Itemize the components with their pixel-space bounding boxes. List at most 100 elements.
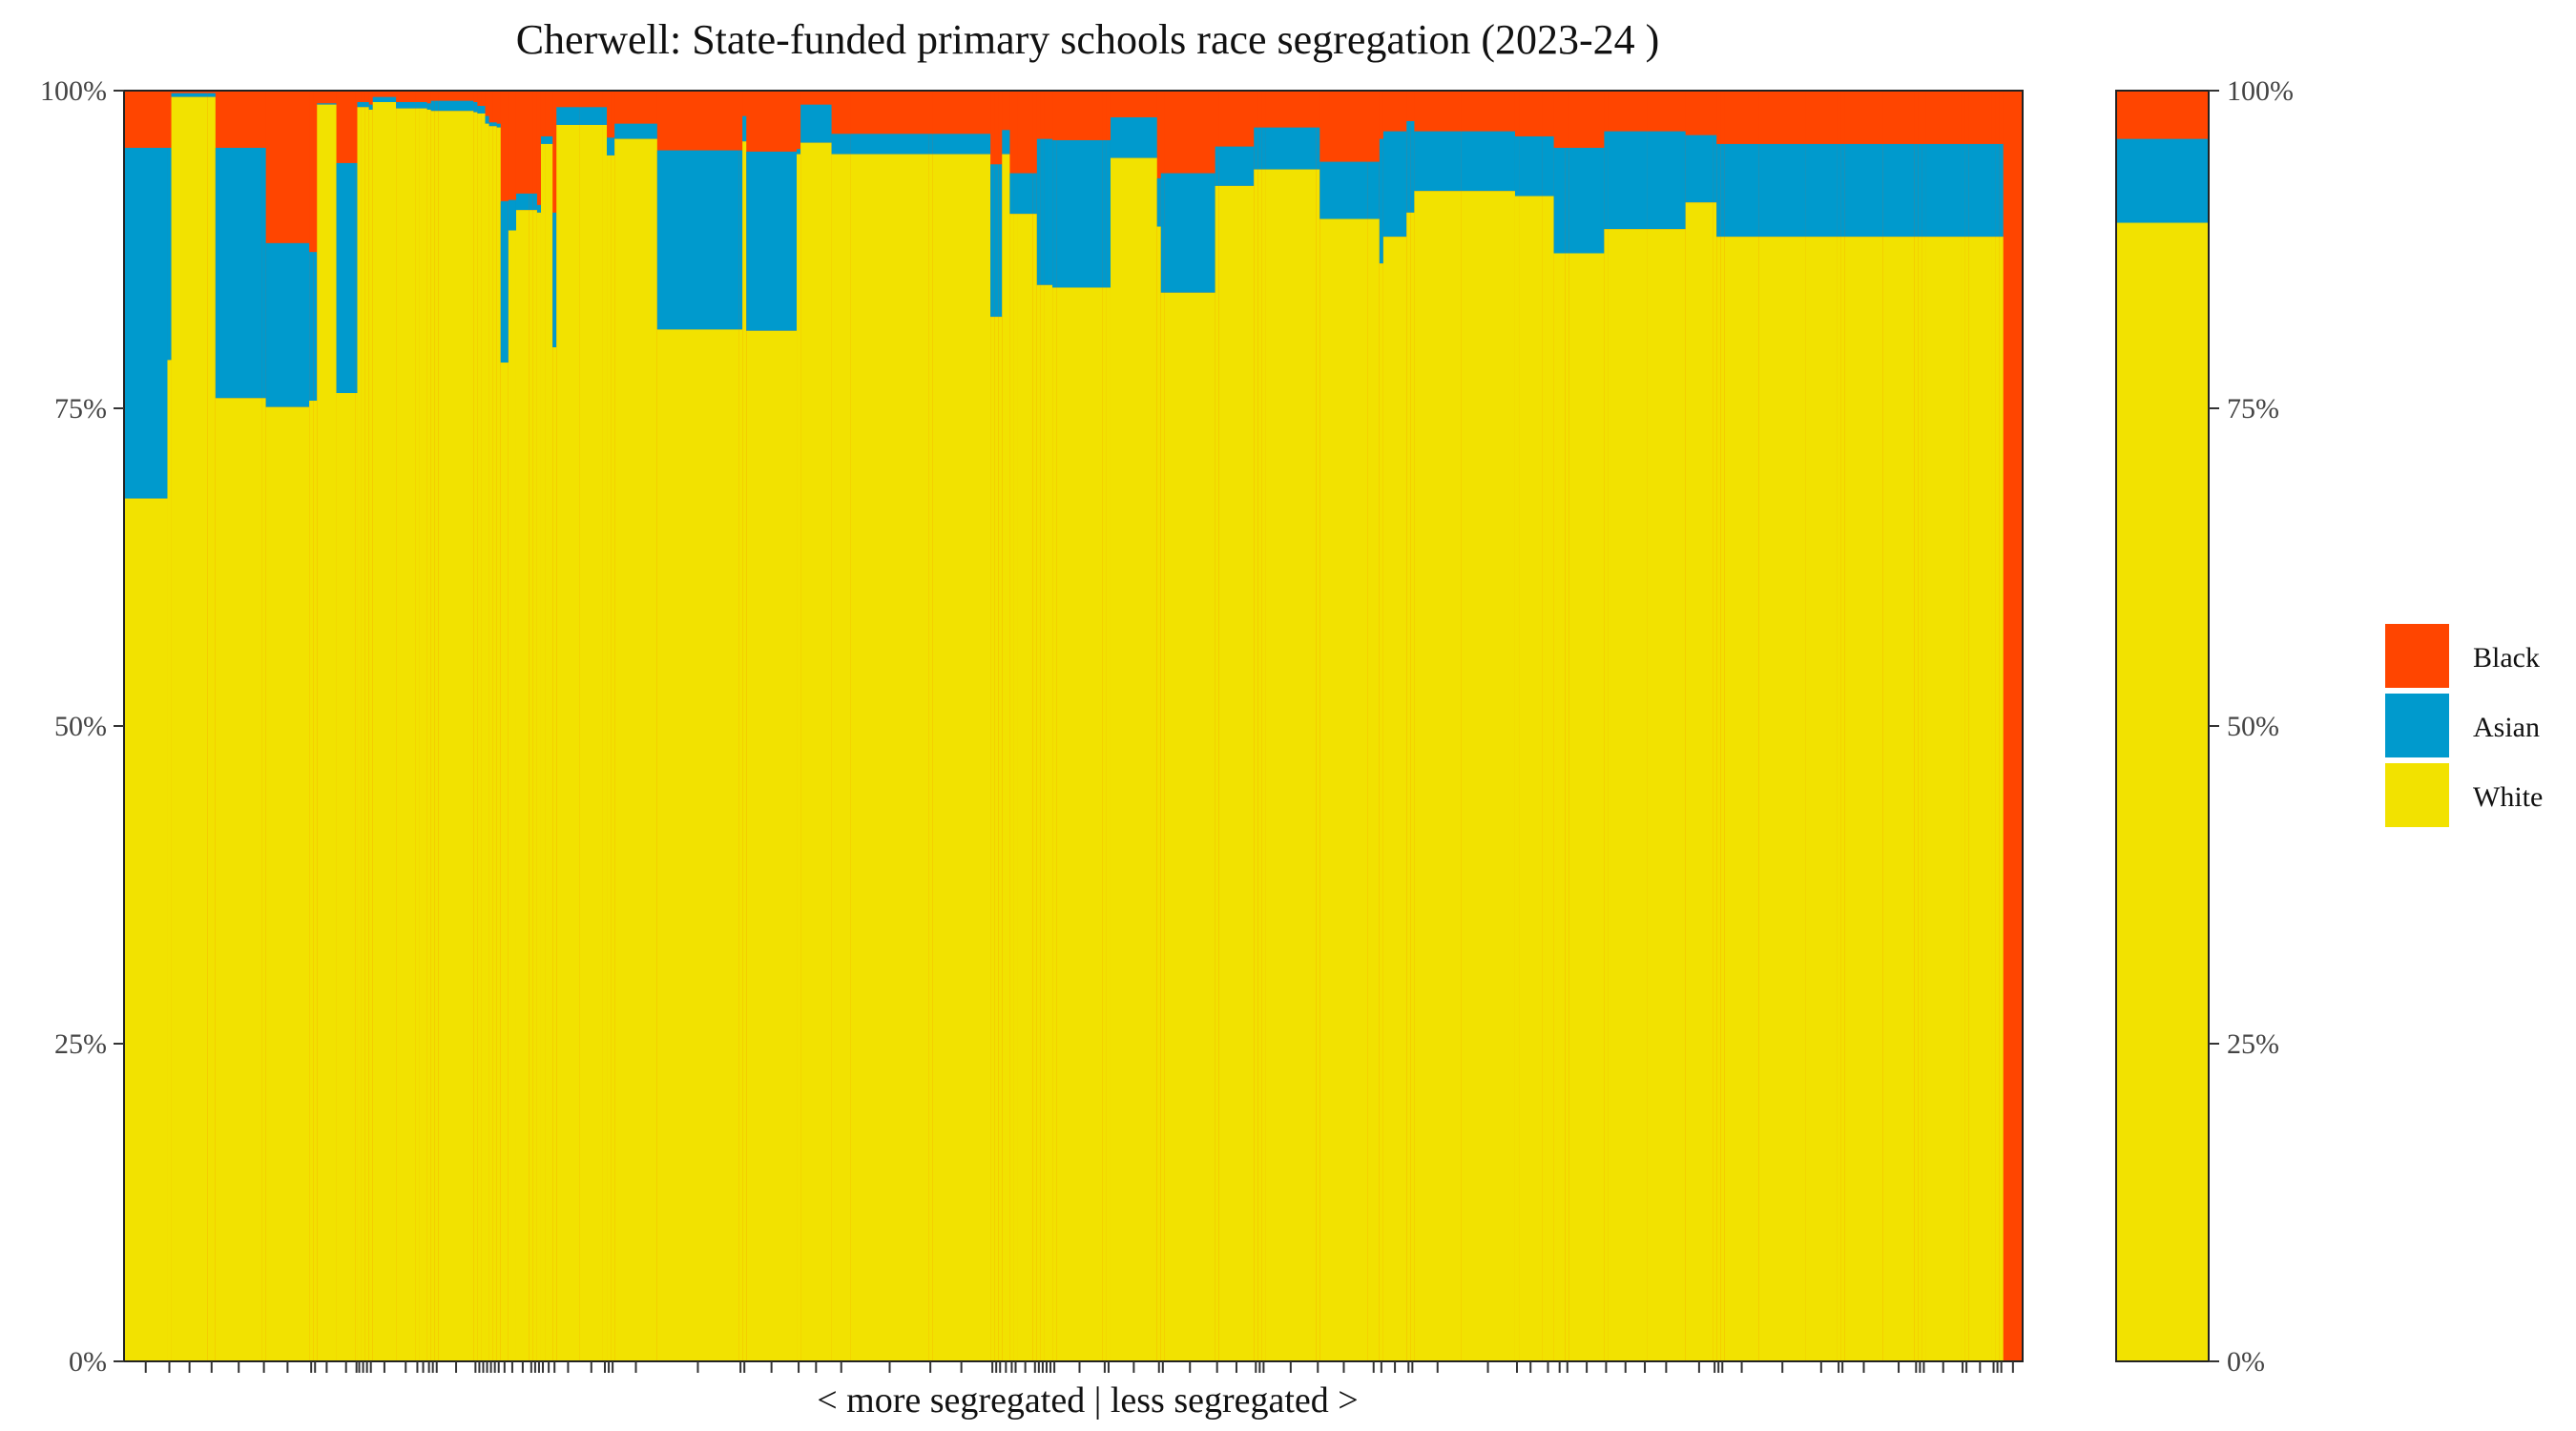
bar-segment-asian	[1514, 135, 1520, 197]
bar-segment-white	[500, 363, 509, 1362]
bar-segment-asian	[1382, 131, 1407, 238]
school-bar	[1925, 91, 1962, 1362]
bar-segment-white	[207, 96, 217, 1361]
bar-segment-white	[607, 155, 612, 1361]
legend-item-white: White	[2385, 763, 2543, 827]
bar-segment-white	[1009, 214, 1015, 1362]
school-bar	[1999, 91, 2005, 1362]
school-bar	[1840, 91, 1845, 1362]
bar-segment-asian	[1414, 131, 1462, 192]
bar-segment-asian	[932, 134, 991, 155]
bar-segment-asian	[357, 101, 363, 108]
bar-segment-white	[932, 154, 991, 1362]
school-bar	[1991, 91, 1997, 1362]
school-bar	[1215, 91, 1220, 1361]
school-bar	[309, 91, 314, 1361]
y-tick-label: 50%	[2227, 711, 2279, 742]
school-bar	[1685, 91, 1714, 1361]
school-bar	[496, 91, 502, 1361]
bar-segment-asian	[265, 242, 310, 407]
bar-segment-asian	[488, 122, 494, 127]
bar-segment-asian	[1261, 127, 1267, 170]
bar-segment-white	[1643, 229, 1648, 1362]
bar-segment-asian	[579, 107, 604, 125]
bar-segment-asian	[1542, 135, 1555, 197]
school-bar	[1013, 91, 1019, 1362]
y-tick-label: 0%	[2227, 1346, 2265, 1378]
school-bar	[317, 91, 338, 1362]
school-bar	[1964, 91, 1969, 1362]
school-bar	[1052, 91, 1057, 1362]
school-bar	[415, 91, 421, 1362]
bar-segment-white	[1052, 287, 1057, 1362]
school-bar	[1164, 91, 1216, 1362]
bar-segment-white	[1925, 237, 1962, 1362]
bar-segment-asian	[1002, 130, 1010, 155]
school-bar	[746, 91, 798, 1361]
bar-segment-asian	[1156, 177, 1162, 227]
school-bar	[602, 91, 608, 1362]
legend-swatch	[2385, 624, 2449, 688]
legend-label: White	[2473, 781, 2543, 813]
y-tick-label: 100%	[2227, 75, 2294, 107]
bar-segment-white	[488, 126, 494, 1361]
overall-segment-white	[2116, 222, 2209, 1362]
bar-segment-white	[1882, 237, 1915, 1362]
bar-segment-asian	[998, 164, 1003, 318]
school-bar	[1032, 91, 1038, 1362]
bar-segment-asian	[492, 122, 498, 127]
bar-segment-asian	[746, 151, 798, 331]
school-bar	[1316, 91, 1320, 1362]
bar-segment-asian	[1257, 127, 1262, 170]
school-bar	[1106, 91, 1111, 1362]
school-bar	[797, 91, 801, 1362]
bar-segment-white	[614, 138, 658, 1362]
school-bar	[1724, 91, 1760, 1362]
bar-segment-white	[309, 401, 314, 1361]
bar-segment-asian	[1049, 138, 1053, 285]
bar-segment-white	[1261, 169, 1267, 1362]
bar-segment-white	[1056, 287, 1104, 1362]
school-bar	[1805, 91, 1838, 1362]
bar-segment-asian	[1565, 147, 1570, 254]
bar-segment-white	[372, 101, 397, 1361]
bar-segment-asian	[481, 105, 487, 114]
school-bar	[1102, 91, 1108, 1362]
legend-label: Black	[2473, 642, 2540, 674]
bar-segment-asian	[1036, 138, 1042, 285]
bar-segment-asian	[1968, 143, 1993, 238]
school-bar	[1261, 91, 1267, 1362]
bar-segment-asian	[1568, 147, 1605, 254]
overall-segment-asian	[2116, 138, 2209, 223]
school-bar	[1844, 91, 1884, 1362]
school-bar	[1017, 91, 1034, 1362]
legend-swatch	[2385, 694, 2449, 757]
bar-segment-white	[434, 111, 440, 1361]
bar-segment-asian	[496, 123, 502, 128]
school-bar	[215, 91, 263, 1361]
school-bar	[485, 91, 490, 1362]
bar-segment-asian	[317, 103, 338, 105]
bar-segment-asian	[368, 104, 374, 110]
bar-segment-white	[1553, 253, 1567, 1362]
bar-segment-asian	[1164, 173, 1216, 293]
bar-segment-asian	[540, 135, 546, 144]
bar-segment-white	[1319, 218, 1369, 1362]
bar-segment-asian	[1961, 143, 1965, 238]
bar-segment-white	[1724, 237, 1760, 1362]
bar-segment-asian	[1218, 146, 1255, 186]
school-bar	[1914, 91, 1919, 1362]
school-bar	[1643, 91, 1648, 1362]
bar-segment-asian	[167, 147, 173, 361]
bar-segment-asian	[990, 164, 995, 318]
bar-segment-white	[540, 143, 546, 1362]
school-bar	[1265, 91, 1317, 1362]
bar-segment-white	[1160, 292, 1166, 1362]
bar-segment-white	[656, 329, 739, 1361]
bar-segment-asian	[1017, 173, 1034, 215]
bar-segment-white	[473, 112, 478, 1361]
school-bar	[481, 91, 487, 1362]
bar-segment-asian	[438, 100, 474, 112]
school-bar	[545, 91, 553, 1362]
school-bar	[372, 91, 397, 1361]
